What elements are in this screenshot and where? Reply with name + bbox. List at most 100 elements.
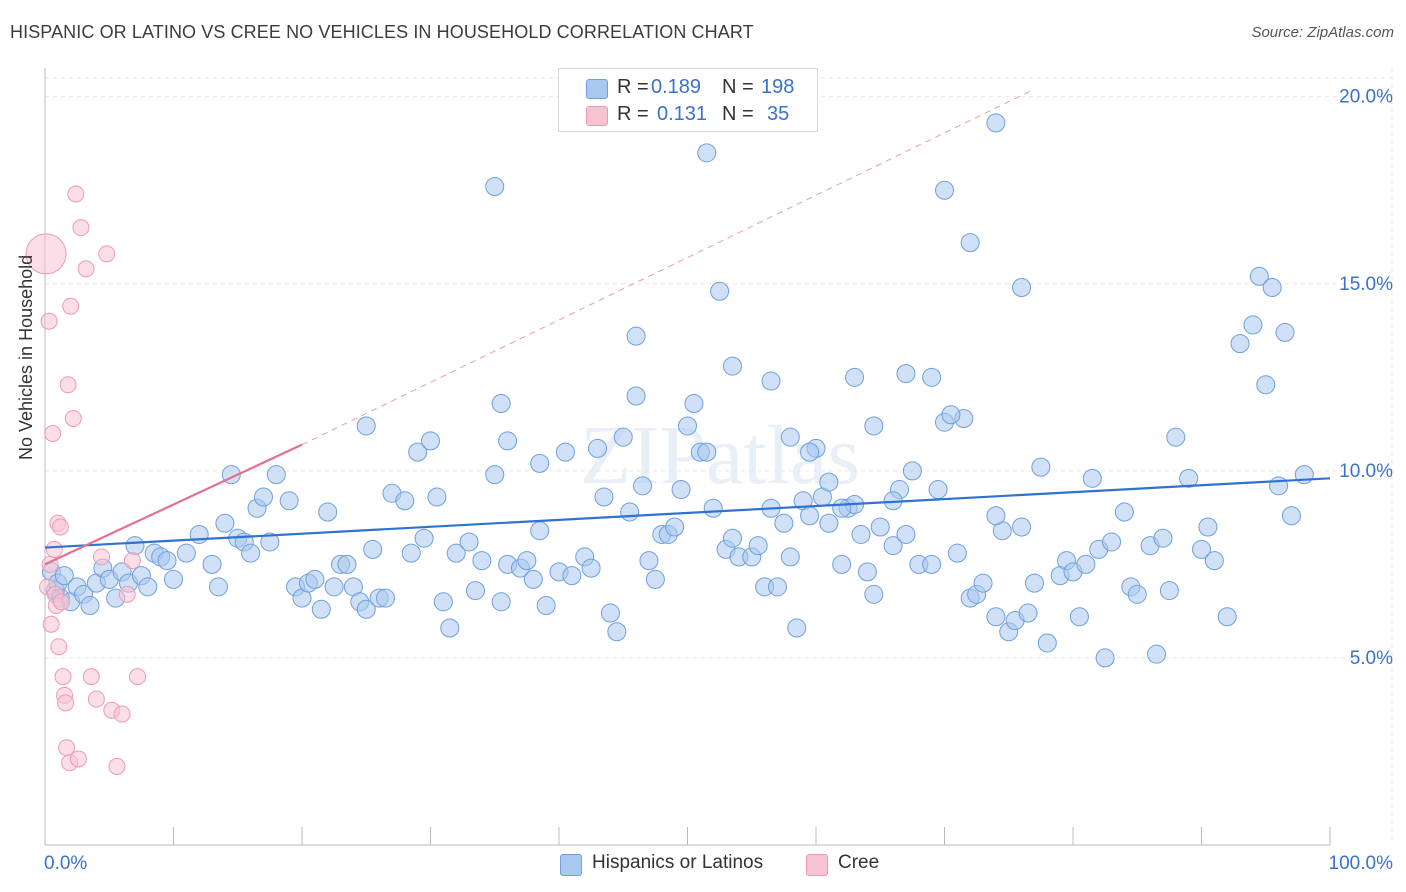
data-point-hispanic [633, 476, 653, 496]
tick-labels: 5.0% 10.0% 15.0% 20.0% 0.0% 100.0% [44, 87, 1393, 874]
data-point-hispanic [787, 618, 807, 638]
data-point-hispanic [189, 524, 209, 544]
data-point-hispanic [1192, 539, 1211, 559]
data-point-cree [50, 638, 68, 656]
r-label: R = [617, 76, 649, 98]
data-point-hispanic [324, 577, 344, 597]
data-point-hispanic [530, 521, 550, 541]
data-point-hispanic [780, 427, 800, 447]
data-point-hispanic [896, 364, 916, 384]
data-point-hispanic [1069, 607, 1089, 627]
data-point-cree [113, 705, 131, 723]
data-point-cree [57, 694, 75, 712]
y-tick-label: 20.0% [1339, 87, 1393, 108]
data-point-hispanic [1082, 468, 1102, 488]
data-point-hispanic [337, 554, 357, 574]
data-point-hispanic [1012, 517, 1032, 537]
pink-swatch [806, 854, 828, 876]
r-value: 0.189 [651, 76, 702, 98]
data-point-hispanic [864, 416, 884, 436]
data-point-hispanic [819, 513, 839, 533]
data-point-cree [44, 424, 62, 442]
n-label: N = [722, 103, 754, 125]
r-label: R = [617, 103, 649, 125]
data-point-hispanic [421, 431, 440, 451]
data-point-hispanic [446, 543, 466, 563]
data-point-hispanic [1095, 648, 1115, 668]
points [25, 102, 1314, 775]
data-point-hispanic [1269, 476, 1289, 496]
chart-title: HISPANIC OR LATINO VS CREE NO VEHICLES I… [10, 22, 754, 42]
r-value: 0.131 [657, 103, 708, 125]
data-point-hispanic [639, 551, 659, 571]
data-point-hispanic [800, 442, 820, 462]
data-point-hispanic [1198, 517, 1218, 537]
n-label: N = [722, 76, 754, 98]
x-tick-label: 0.0% [44, 853, 87, 874]
data-point-hispanic [1243, 315, 1263, 335]
data-point-hispanic [376, 588, 396, 608]
source-credit: Source: ZipAtlas.com [1251, 24, 1394, 41]
data-point-cree [67, 185, 85, 203]
data-point-hispanic [935, 180, 954, 200]
data-point-hispanic [305, 569, 325, 589]
data-point-hispanic [408, 442, 428, 462]
data-point-hispanic [523, 569, 543, 589]
data-point-hispanic [414, 528, 434, 548]
trend-lines [44, 88, 1331, 566]
data-point-hispanic [318, 502, 338, 522]
data-point-hispanic [960, 233, 980, 253]
data-point-hispanic [928, 480, 948, 500]
data-point-hispanic [703, 498, 723, 518]
data-point-cree [42, 615, 60, 633]
n-value: 35 [767, 103, 790, 125]
data-point-hispanic [922, 367, 942, 387]
data-point-hispanic [1217, 607, 1237, 627]
data-point-hispanic [832, 554, 852, 574]
data-point-hispanic [208, 577, 228, 597]
data-point-hispanic [1031, 457, 1051, 477]
data-point-cree [72, 219, 90, 237]
data-point-hispanic [157, 551, 177, 571]
data-point-hispanic [588, 438, 608, 458]
data-point-hispanic [870, 517, 890, 537]
data-point-hispanic [202, 554, 222, 574]
data-point-hispanic [253, 487, 273, 507]
data-point-hispanic [465, 581, 485, 601]
data-point-hispanic [517, 551, 537, 571]
data-point-hispanic [864, 584, 884, 604]
legend-label: Cree [838, 852, 880, 873]
data-point-hispanic [832, 498, 852, 518]
data-point-cree [82, 668, 100, 686]
data-point-cree [77, 260, 95, 278]
data-point-hispanic [665, 517, 685, 537]
y-tick-label: 5.0% [1350, 648, 1393, 669]
data-point-hispanic [401, 543, 421, 563]
data-point-hispanic [138, 577, 158, 597]
data-point-hispanic [857, 562, 877, 582]
data-point-hispanic [536, 596, 556, 616]
data-point-cree [25, 233, 67, 275]
data-point-cree [59, 376, 77, 394]
data-point-hispanic [748, 536, 768, 556]
stats-row-hispanic: R = 0.189 N = 198 [559, 73, 817, 101]
pink-swatch [586, 106, 608, 126]
data-point-cree [64, 409, 82, 427]
data-point-hispanic [581, 558, 601, 578]
data-point-hispanic [356, 599, 376, 619]
data-point-hispanic [896, 524, 916, 544]
data-point-hispanic [1018, 603, 1038, 623]
data-point-hispanic [722, 356, 742, 376]
data-point-hispanic [1159, 581, 1179, 601]
data-point-hispanic [498, 431, 518, 451]
data-point-cree [62, 297, 80, 315]
data-point-cree [108, 757, 126, 775]
data-point-hispanic [472, 551, 492, 571]
trend-line-cree [44, 443, 303, 566]
blue-swatch [586, 79, 608, 99]
data-point-hispanic [761, 371, 781, 391]
data-point-hispanic [613, 427, 633, 447]
data-point-hispanic [941, 405, 961, 425]
data-point-hispanic [491, 592, 511, 612]
